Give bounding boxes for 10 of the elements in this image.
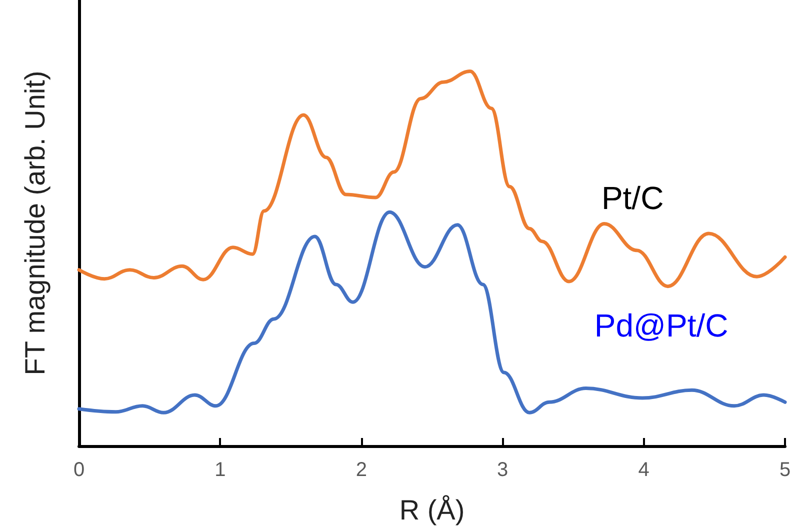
x-tick-label: 2 [356,459,367,481]
series-label: Pt/C [601,180,664,216]
y-axis-title: FT magnitude (arb. Unit) [20,70,50,376]
x-tick-label: 4 [638,459,650,481]
series-label: Pd@Pt/C [594,307,728,344]
x-tick-label: 1 [214,459,226,481]
x-tick-label: 0 [73,459,85,481]
x-tick-label: 3 [497,459,508,481]
x-tick-label: 5 [779,459,791,481]
x-axis-title: R (Å) [399,494,465,526]
